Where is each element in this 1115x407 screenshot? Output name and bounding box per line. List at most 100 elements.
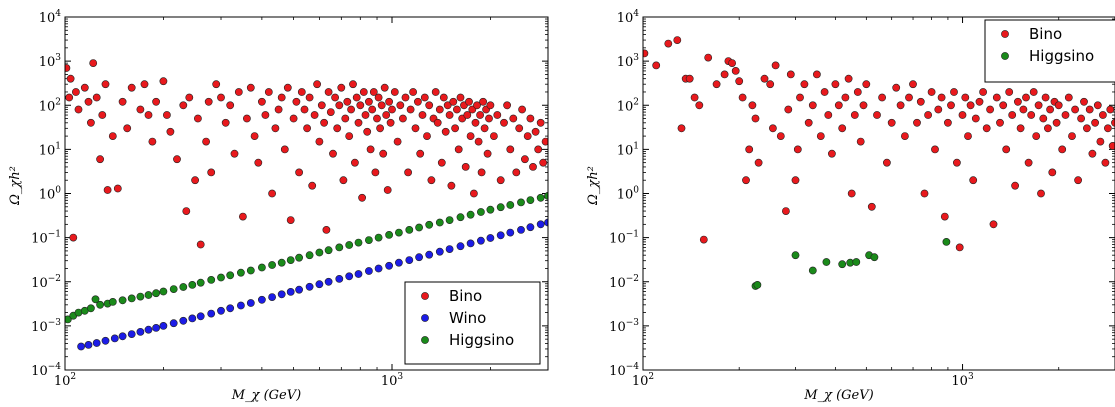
data-point-bino (961, 93, 970, 102)
data-point-bino (955, 243, 964, 252)
data-point-higgsino (179, 283, 188, 291)
data-point-bino (257, 97, 266, 106)
data-point-higgsino (385, 230, 393, 239)
data-point-bino (1091, 118, 1099, 127)
data-point-bino (1071, 105, 1079, 114)
data-point-bino (844, 74, 853, 83)
data-point-bino (127, 83, 136, 92)
data-point-bino (873, 111, 881, 119)
data-point-bino (320, 118, 328, 127)
data-point-higgsino (118, 296, 127, 305)
data-point-bino (159, 77, 168, 86)
series-higgsino (65, 192, 548, 324)
data-point-bino (435, 105, 444, 114)
y-axis-label: Ω_χh² (586, 166, 601, 206)
data-point-higgsino (87, 304, 95, 313)
data-point-bino (268, 189, 276, 198)
data-point-bino (712, 80, 721, 89)
legend-marker-higgsino (1001, 52, 1009, 60)
data-point-bino (264, 88, 273, 96)
data-point-wino (456, 242, 465, 251)
data-point-bino (274, 105, 283, 114)
y-tick-label: 10−2 (31, 274, 61, 291)
data-point-bino (1016, 124, 1025, 133)
data-point-wino (374, 264, 383, 273)
data-point-wino (144, 325, 153, 334)
data-point-bino (217, 93, 225, 102)
data-point-bino (476, 111, 484, 119)
data-point-bino (831, 80, 840, 89)
data-point-higgsino (838, 260, 847, 269)
data-point-wino (496, 231, 505, 240)
data-point-bino (989, 220, 998, 229)
data-point-bino (1104, 124, 1112, 133)
data-point-bino (333, 124, 342, 133)
data-point-wino (335, 274, 344, 283)
data-point-bino (503, 101, 511, 110)
data-point-wino (136, 327, 145, 336)
data-point-bino (1085, 105, 1094, 114)
data-point-higgsino (236, 268, 245, 277)
data-point-bino (483, 149, 492, 158)
data-point-bino (376, 124, 384, 133)
data-point-wino (415, 253, 423, 262)
y-axis-label: Ω_χh² (8, 166, 23, 206)
data-point-wino (536, 220, 545, 229)
data-point-bino (1061, 111, 1070, 119)
data-point-bino (226, 101, 235, 110)
legend-marker-wino (421, 314, 429, 322)
legend-label-wino: Wino (449, 309, 486, 327)
data-point-wino (445, 245, 454, 253)
data-point-bino (969, 176, 978, 185)
data-point-bino (975, 97, 984, 106)
data-point-bino (238, 212, 247, 221)
chart-panel-left: 10−4 10−3 10−2 10−1 100 101 102 103 104 102 103 M_χ… (8, 9, 549, 403)
data-point-bino (401, 93, 410, 102)
data-point-bino (386, 118, 395, 127)
data-point-bino (916, 97, 925, 106)
data-point-bino (958, 111, 967, 119)
data-point-bino (409, 88, 417, 96)
legend-marker-bino (1001, 30, 1009, 38)
data-point-bino (979, 88, 987, 96)
data-point-bino (867, 202, 876, 211)
data-point-bino (971, 114, 980, 123)
data-point-bino (305, 93, 314, 102)
data-point-bino (791, 176, 800, 185)
data-point-higgsino (286, 256, 295, 264)
data-point-bino (673, 36, 682, 44)
data-point-bino (748, 101, 757, 110)
data-point-bino (418, 111, 427, 119)
legend-marker-higgsino (421, 336, 429, 344)
data-point-bino (950, 88, 958, 96)
data-point-higgsino (822, 258, 831, 266)
data-point-wino (169, 319, 178, 328)
data-point-bino (1108, 142, 1115, 150)
data-point-higgsino (536, 193, 545, 202)
data-point-bino (934, 105, 943, 114)
x-axis-label: M_χ (GeV) (231, 388, 301, 403)
data-point-bino (1002, 145, 1011, 154)
data-point-bino (331, 93, 339, 102)
data-point-bino (1032, 132, 1041, 140)
data-point-bino (1044, 124, 1052, 133)
data-point-wino (236, 301, 245, 310)
chart-panel-right: 10−4 10−3 10−2 10−1 100 101 102 103 104 102 103 M_χ… (586, 9, 1115, 403)
markers-left (65, 59, 548, 351)
data-point-bino (356, 101, 365, 110)
data-point-higgsino (753, 280, 762, 289)
data-point-bino (1027, 111, 1036, 119)
data-point-bino (800, 80, 809, 89)
series-wino (77, 218, 548, 351)
legend-label-higgsino: Higgsino (449, 331, 514, 349)
data-point-bino (441, 127, 450, 136)
data-point-higgsino (544, 192, 548, 200)
data-point-higgsino (91, 295, 100, 304)
data-point-bino (310, 111, 319, 119)
data-point-higgsino (364, 236, 373, 244)
series-bino (643, 36, 1115, 252)
data-point-bino (920, 189, 929, 198)
data-point-wino (476, 236, 485, 245)
data-point-bino (850, 111, 859, 119)
data-point-bino (534, 145, 543, 154)
